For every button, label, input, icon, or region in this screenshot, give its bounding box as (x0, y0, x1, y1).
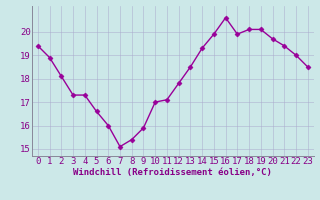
X-axis label: Windchill (Refroidissement éolien,°C): Windchill (Refroidissement éolien,°C) (73, 168, 272, 177)
